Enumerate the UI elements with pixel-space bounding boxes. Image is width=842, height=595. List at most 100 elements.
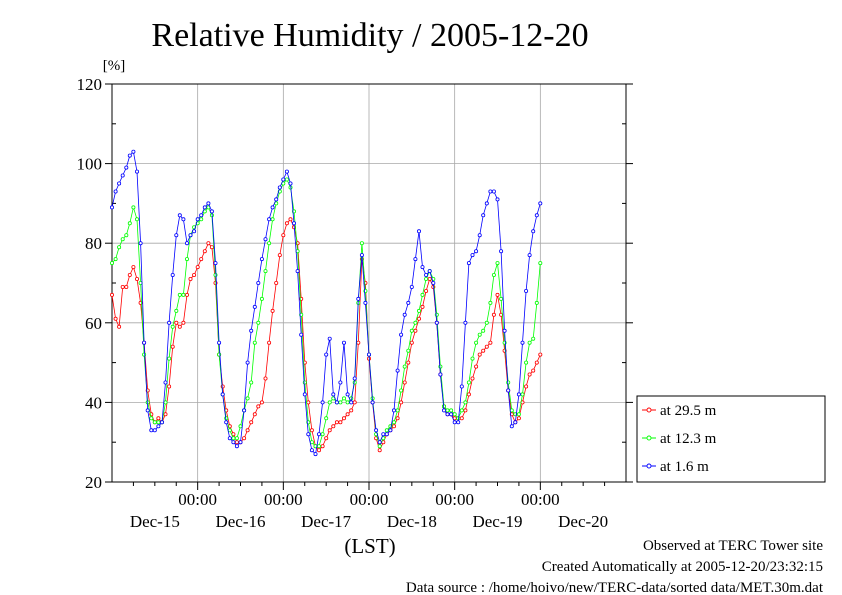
data-point xyxy=(327,428,332,433)
legend-label: at 12.3 m xyxy=(660,431,717,447)
legend-swatch-marker xyxy=(646,407,652,413)
data-point xyxy=(327,336,332,341)
data-point xyxy=(331,424,336,429)
data-point xyxy=(474,364,479,369)
data-point xyxy=(138,241,143,246)
x-tick-date-label: Dec-15 xyxy=(130,512,180,531)
data-point xyxy=(420,292,425,297)
data-point xyxy=(170,344,175,349)
data-point xyxy=(199,213,204,218)
grid-lines xyxy=(112,84,626,482)
data-point xyxy=(263,237,268,242)
data-point xyxy=(224,420,229,425)
data-point xyxy=(445,412,450,417)
data-point xyxy=(470,376,475,381)
x-tick-date-label: Dec-19 xyxy=(472,512,522,531)
data-point xyxy=(395,368,400,373)
data-point xyxy=(320,432,325,437)
data-point xyxy=(524,384,529,389)
data-point xyxy=(245,428,250,433)
data-point xyxy=(377,440,382,445)
data-point xyxy=(227,436,232,441)
data-point xyxy=(352,376,357,381)
data-point xyxy=(309,428,314,433)
data-point xyxy=(227,428,232,433)
data-point xyxy=(113,316,118,321)
data-point xyxy=(477,332,482,337)
data-point xyxy=(324,436,329,441)
data-point xyxy=(284,221,289,226)
data-point xyxy=(345,400,350,405)
data-point xyxy=(499,296,504,301)
data-point xyxy=(184,257,189,262)
data-point xyxy=(459,408,464,413)
data-point xyxy=(338,400,343,405)
data-point xyxy=(470,253,475,258)
data-point xyxy=(320,400,325,405)
data-point xyxy=(413,257,418,262)
data-point xyxy=(527,340,532,345)
y-tick-label: 20 xyxy=(85,473,102,492)
data-point xyxy=(406,360,411,365)
data-point xyxy=(267,241,272,246)
data-point xyxy=(416,229,421,234)
data-point xyxy=(131,149,136,154)
data-point xyxy=(256,280,261,285)
data-point xyxy=(463,408,468,413)
data-point xyxy=(506,380,511,385)
data-point xyxy=(274,197,279,202)
data-point xyxy=(531,368,536,373)
data-point xyxy=(291,221,296,226)
data-point xyxy=(267,217,272,222)
data-point xyxy=(334,420,339,425)
data-point xyxy=(495,261,500,266)
data-point xyxy=(134,276,139,281)
data-point xyxy=(491,312,496,317)
y-axis-tick-labels: 20 40 60 80 100 120 xyxy=(77,75,103,492)
data-point xyxy=(499,249,504,254)
data-point xyxy=(416,308,421,313)
data-point xyxy=(491,272,496,277)
data-point xyxy=(399,332,404,337)
data-point xyxy=(288,181,293,186)
data-point xyxy=(217,340,222,345)
data-point xyxy=(327,400,332,405)
footer-data-source: Data source : /home/hoivo/new/TERC-data/… xyxy=(406,580,824,595)
data-point xyxy=(427,276,432,281)
data-point xyxy=(424,276,429,281)
data-point xyxy=(341,396,346,401)
data-point xyxy=(431,280,436,285)
data-point xyxy=(524,360,529,365)
data-point xyxy=(263,269,268,274)
data-point xyxy=(249,328,254,333)
data-point xyxy=(438,372,443,377)
data-point xyxy=(484,344,489,349)
data-point xyxy=(163,380,168,385)
data-point xyxy=(267,340,272,345)
data-point xyxy=(288,217,293,222)
data-point xyxy=(466,380,471,385)
data-point xyxy=(481,328,486,333)
data-point xyxy=(206,201,211,206)
data-point xyxy=(391,408,396,413)
data-point xyxy=(456,420,461,425)
data-point xyxy=(113,189,118,194)
data-point xyxy=(156,424,161,429)
data-point xyxy=(295,269,300,274)
data-point xyxy=(163,412,168,417)
data-point xyxy=(170,272,175,277)
data-point xyxy=(174,308,179,313)
data-point xyxy=(516,392,521,397)
data-point xyxy=(152,420,157,425)
data-point xyxy=(120,284,125,289)
data-point xyxy=(245,396,250,401)
y-tick-label: 120 xyxy=(77,75,103,94)
data-point xyxy=(213,261,218,266)
data-point xyxy=(309,440,314,445)
data-point xyxy=(377,448,382,453)
data-point xyxy=(359,241,364,246)
data-point xyxy=(252,412,257,417)
data-point xyxy=(538,201,543,206)
data-point xyxy=(270,205,275,210)
data-point xyxy=(238,424,243,429)
